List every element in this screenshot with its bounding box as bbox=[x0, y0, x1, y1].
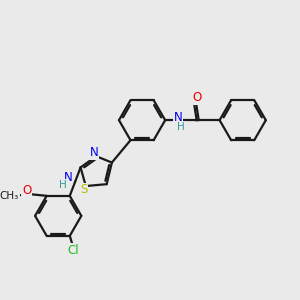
Text: N: N bbox=[174, 111, 183, 124]
Text: N: N bbox=[90, 146, 99, 159]
Text: N: N bbox=[64, 171, 73, 184]
Text: H: H bbox=[59, 180, 67, 190]
Text: CH₃: CH₃ bbox=[0, 191, 19, 201]
Text: O: O bbox=[193, 91, 202, 104]
Text: H: H bbox=[177, 122, 185, 132]
Text: S: S bbox=[80, 183, 88, 196]
Text: Cl: Cl bbox=[67, 244, 79, 256]
Text: O: O bbox=[22, 184, 31, 197]
